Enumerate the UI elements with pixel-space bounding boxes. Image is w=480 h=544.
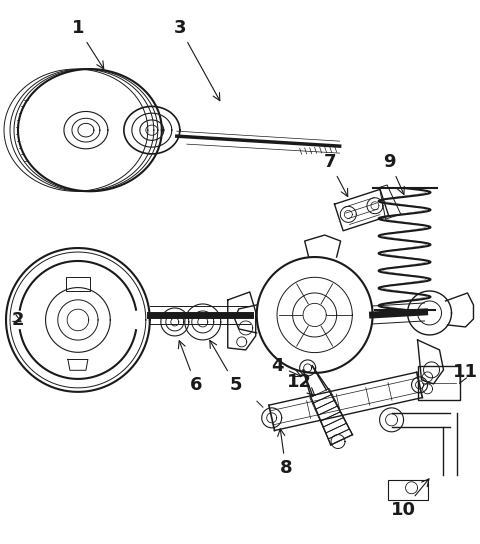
Text: 10: 10 [391, 479, 429, 519]
Text: 12: 12 [287, 373, 315, 395]
Bar [66, 277, 90, 291]
Text: 1: 1 [72, 19, 104, 69]
Text: 5: 5 [210, 341, 242, 394]
Bar [387, 480, 428, 500]
Text: 6: 6 [179, 341, 202, 394]
Text: 11: 11 [453, 363, 478, 384]
Text: 3: 3 [174, 19, 220, 101]
Text: 4: 4 [272, 357, 301, 376]
Text: 8: 8 [277, 429, 292, 477]
Text: 9: 9 [384, 153, 404, 194]
Bar [418, 366, 459, 400]
Text: 2: 2 [12, 311, 24, 329]
Text: 7: 7 [324, 153, 348, 196]
